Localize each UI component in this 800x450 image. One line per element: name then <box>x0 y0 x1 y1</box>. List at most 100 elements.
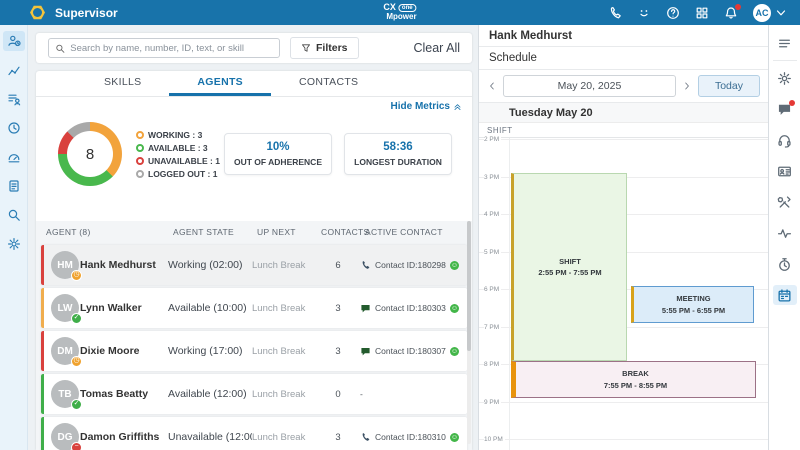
active-contact: Contact ID:180298 ☺ <box>360 260 467 271</box>
right-rail-item-idcard[interactable] <box>773 161 797 181</box>
table-row[interactable]: TB ✓ Tomas Beatty Available (12:00) Lunc… <box>41 374 467 414</box>
legend-swatch-icon <box>136 170 144 178</box>
agent-state-badge-icon: ◷ <box>71 356 82 367</box>
time-axis-label: 3 PM <box>484 174 501 181</box>
schedule-block-meeting[interactable]: MEETING 5:55 PM - 6:55 PM <box>631 286 754 324</box>
table-row[interactable]: HM ◷ Hank Medhurst Working (02:00) Lunch… <box>41 245 467 285</box>
metric-cards: 10% OUT OF ADHERENCE 58:36 LONGEST DURAT… <box>224 133 458 175</box>
clear-all-button[interactable]: Clear All <box>413 41 460 55</box>
right-rail-item-chat[interactable] <box>773 99 797 119</box>
sidebar-item-performance[interactable] <box>3 60 25 80</box>
sidebar-item-settings[interactable] <box>3 234 25 254</box>
agent-name: Tomas Beatty <box>80 388 168 400</box>
time-axis-label: 9 PM <box>484 399 501 406</box>
agent-contacts-count: 3 <box>316 303 360 314</box>
right-rail-item-pulse[interactable] <box>773 223 797 243</box>
date-picker[interactable]: May 20, 2025 <box>503 75 676 97</box>
agent-state: Available (10:00) <box>168 302 252 314</box>
schedule-timeline: 2 PM3 PM4 PM5 PM6 PM7 PM8 PM9 PM10 PM SH… <box>479 138 768 450</box>
right-rail-item-timer[interactable] <box>773 254 797 274</box>
out-of-adherence-card[interactable]: 10% OUT OF ADHERENCE <box>224 133 332 175</box>
legend-item: AVAILABLE : 3 <box>136 143 220 153</box>
sentiment-positive-icon: ☺ <box>450 304 459 313</box>
chevron-down-icon <box>774 6 788 20</box>
table-row[interactable]: DM ◷ Dixie Moore Working (17:00) Lunch B… <box>41 331 467 371</box>
sidebar-item-reports[interactable] <box>3 176 25 196</box>
idcard-icon <box>777 164 792 179</box>
tab-contacts[interactable]: CONTACTS <box>271 71 386 96</box>
filters-button[interactable]: Filters <box>290 37 359 59</box>
agent-up-next: Lunch Break <box>252 389 316 400</box>
app-logo-icon <box>30 5 45 20</box>
agent-state-badge-icon: ✓ <box>71 399 82 410</box>
timer-icon <box>777 257 792 272</box>
schedule-block-shift[interactable]: SHIFT 2:55 PM - 7:55 PM <box>511 173 627 361</box>
phone-icon <box>360 432 371 443</box>
search-box <box>48 38 280 58</box>
agent-name: Hank Medhurst <box>80 259 168 271</box>
agent-state-badge-icon: ✓ <box>71 313 82 324</box>
performance-icon <box>7 63 21 77</box>
legend-swatch-icon <box>136 157 144 165</box>
right-rail-item-calendar[interactable] <box>773 285 797 305</box>
settings-icon <box>777 71 792 86</box>
right-rail-item-tools[interactable] <box>773 192 797 212</box>
agent-state: Unavailable (12:00) <box>168 431 252 443</box>
right-rail-item-headset[interactable] <box>773 130 797 150</box>
avatar: AC <box>753 4 771 22</box>
agent-avatar: DM ◷ <box>51 337 79 365</box>
voice-icon[interactable] <box>608 6 622 20</box>
agent-name: Lynn Walker <box>80 302 168 314</box>
hide-metrics-toggle[interactable]: Hide Metrics <box>391 101 462 112</box>
chat-icon <box>360 346 371 357</box>
agent-contacts-count: 0 <box>316 389 360 400</box>
notifications-bell-icon[interactable] <box>724 6 738 20</box>
table-row[interactable]: DG − Damon Griffiths Unavailable (12:00)… <box>41 417 467 450</box>
tab-agents[interactable]: AGENTS <box>169 71 271 96</box>
search-input[interactable] <box>70 43 273 54</box>
schedule-block-break[interactable]: BREAK 7:55 PM - 8:55 PM <box>511 361 756 399</box>
longest-duration-card[interactable]: 58:36 LONGEST DURATION <box>344 133 452 175</box>
assist-icon[interactable] <box>637 6 651 20</box>
agent-name: Dixie Moore <box>80 345 168 357</box>
right-icon-rail <box>768 25 800 450</box>
tab-skills[interactable]: SKILLS <box>76 71 169 96</box>
right-rail-item-menu[interactable] <box>773 33 797 53</box>
active-contact: Contact ID:180303 ☺ <box>360 303 467 314</box>
main-content: Filters Clear All SKILLS AGENTS CONTACTS… <box>28 25 478 450</box>
dashboard-icon <box>7 150 21 164</box>
table-row[interactable]: LW ✓ Lynn Walker Available (10:00) Lunch… <box>41 288 467 328</box>
agent-state: Working (02:00) <box>168 259 252 271</box>
help-icon[interactable] <box>666 6 680 20</box>
sidebar-item-clock[interactable] <box>3 118 25 138</box>
time-axis-label: 10 PM <box>484 436 505 443</box>
agent-avatar: DG − <box>51 423 79 450</box>
active-contact: Contact ID:180307 ☺ <box>360 346 467 357</box>
headset-icon <box>777 133 792 148</box>
agent-total: 8 <box>86 146 94 163</box>
sidebar-item-supervisor[interactable] <box>3 31 25 51</box>
time-axis-label: 2 PM <box>484 136 501 143</box>
legend-item: WORKING : 3 <box>136 130 220 140</box>
agent-state-badge-icon: − <box>71 442 82 450</box>
agent-up-next: Lunch Break <box>252 303 316 314</box>
agent-up-next: Lunch Break <box>252 432 316 443</box>
agent-table: AGENT (8) AGENT STATE UP NEXT CONTACTS A… <box>36 221 472 450</box>
settings-icon <box>7 237 21 251</box>
sidebar-item-skills[interactable] <box>3 89 25 109</box>
next-day-button[interactable] <box>682 81 692 91</box>
agent-up-next: Lunch Break <box>252 346 316 357</box>
agent-state-badge-icon: ◷ <box>71 270 82 281</box>
right-rail-item-settings[interactable] <box>773 68 797 88</box>
legend-item: LOGGED OUT : 1 <box>136 169 220 179</box>
user-menu[interactable]: AC <box>753 4 788 22</box>
list-scrollbar[interactable] <box>467 221 471 444</box>
legend-item: UNAVAILABLE : 1 <box>136 156 220 166</box>
legend-swatch-icon <box>136 131 144 139</box>
prev-day-button[interactable] <box>487 81 497 91</box>
agent-contacts-count: 3 <box>316 432 360 443</box>
sidebar-item-search[interactable] <box>3 205 25 225</box>
apps-icon[interactable] <box>695 6 709 20</box>
today-button[interactable]: Today <box>698 75 760 97</box>
sidebar-item-dashboard[interactable] <box>3 147 25 167</box>
